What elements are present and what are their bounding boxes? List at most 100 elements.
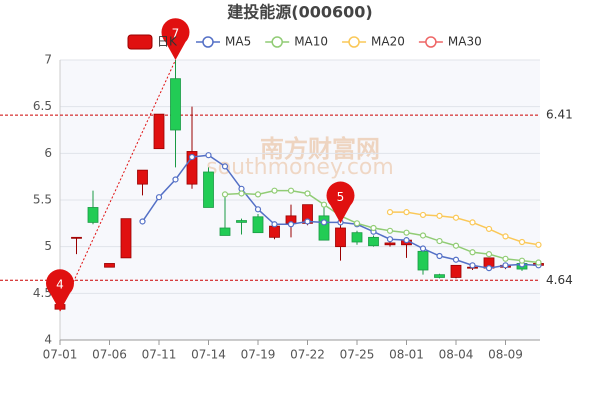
candle-body (384, 242, 396, 246)
ma-point (238, 190, 245, 197)
ma-point (485, 225, 493, 233)
x-tick-label: 08-09 (488, 348, 523, 362)
ma-point (221, 191, 229, 198)
legend-dot (348, 36, 360, 48)
ma-point (485, 251, 493, 258)
candle-body (269, 225, 280, 238)
ma-point (469, 249, 476, 256)
candle-body (219, 227, 231, 236)
ma-point (419, 245, 427, 252)
candle-body (104, 263, 115, 268)
pin-label: 4 (56, 278, 64, 292)
x-tick-label: 07-01 (43, 348, 78, 362)
ma-point (254, 206, 262, 213)
x-tick-label: 07-19 (241, 348, 276, 362)
legend-label: MA5 (225, 35, 251, 49)
pin (326, 181, 355, 224)
legend-dot (271, 36, 283, 48)
ma-point (188, 153, 196, 161)
ma-point (386, 209, 394, 216)
y-tick-label: 6.5 (33, 99, 52, 113)
pin (161, 18, 190, 61)
candle-body (252, 216, 264, 234)
candle-body (335, 227, 346, 248)
ma-point (320, 219, 328, 226)
ma-point (304, 218, 311, 225)
x-tick-label: 07-14 (191, 348, 226, 362)
candle-body (170, 78, 181, 131)
legend-label: 日K (157, 35, 178, 49)
candle-body (87, 207, 99, 223)
ma-point (419, 211, 427, 219)
x-tick-label: 08-04 (439, 348, 474, 362)
ma-line (390, 211, 539, 246)
ma-point (271, 221, 278, 228)
candle-body (153, 113, 165, 150)
x-tick-label: 07-11 (142, 348, 177, 362)
ma-point (436, 252, 443, 260)
legend-dot (425, 36, 437, 48)
x-tick-label: 07-22 (290, 348, 325, 362)
ma-point (502, 255, 509, 262)
ma-point (502, 233, 509, 240)
ma-point (353, 220, 361, 227)
pin-label: 7 (172, 27, 180, 41)
ma-point (469, 219, 476, 226)
ma-point (139, 218, 146, 225)
ma-point (419, 232, 427, 239)
legend-dot (202, 36, 214, 48)
chart-title: 建投能源(000600) (227, 3, 372, 22)
ma-point (221, 163, 229, 170)
pin (46, 269, 74, 312)
y-tick-label: 5 (44, 239, 52, 253)
candle-body (186, 151, 198, 185)
candle-body (318, 215, 330, 241)
pin-label: 5 (337, 190, 345, 204)
reference-label: 4.64 (546, 273, 573, 287)
candle-body (71, 236, 82, 239)
ma-point (271, 187, 278, 194)
legend-swatch[interactable] (127, 34, 153, 50)
legend-label: MA20 (371, 35, 405, 49)
ma-point (436, 212, 443, 219)
candle-body (120, 218, 132, 259)
candle-body (368, 236, 379, 247)
x-tick-label: 08-01 (389, 348, 424, 362)
ma-point (535, 241, 542, 248)
ma-point (386, 227, 394, 234)
ma-point (452, 214, 460, 221)
ma-point (403, 237, 410, 244)
ma-point (287, 187, 295, 194)
ma-point (502, 262, 509, 269)
y-tick-label: 5.5 (33, 193, 52, 207)
ma-point (287, 221, 295, 228)
y-tick-label: 6 (44, 146, 52, 160)
ma-point (205, 152, 212, 159)
candle-body (434, 274, 445, 278)
ma-point (452, 256, 460, 263)
candle-body (137, 169, 148, 185)
y-tick-label: 4 (44, 333, 52, 347)
candle-body (236, 220, 247, 223)
ma-point (403, 209, 410, 216)
ma-point (436, 237, 443, 245)
legend-label: MA10 (294, 35, 328, 49)
x-tick-label: 07-06 (92, 348, 127, 362)
ma-point (320, 201, 328, 208)
ma-point (172, 176, 179, 183)
ma-point (403, 229, 410, 236)
ma-point (485, 265, 493, 272)
watermark-sub: southmoney.com (206, 155, 394, 180)
reference-label: 6.41 (546, 108, 573, 122)
ma-point (386, 236, 394, 243)
candle-body (450, 264, 462, 278)
ma-point (518, 257, 526, 264)
y-tick-label: 7 (44, 53, 52, 67)
candle-body (203, 171, 214, 208)
ma-point (155, 194, 163, 201)
x-tick-label: 07-25 (340, 348, 375, 362)
ma-point (254, 191, 262, 198)
ma-point (304, 190, 311, 197)
ma-point (469, 262, 476, 269)
ma-point (535, 259, 542, 266)
